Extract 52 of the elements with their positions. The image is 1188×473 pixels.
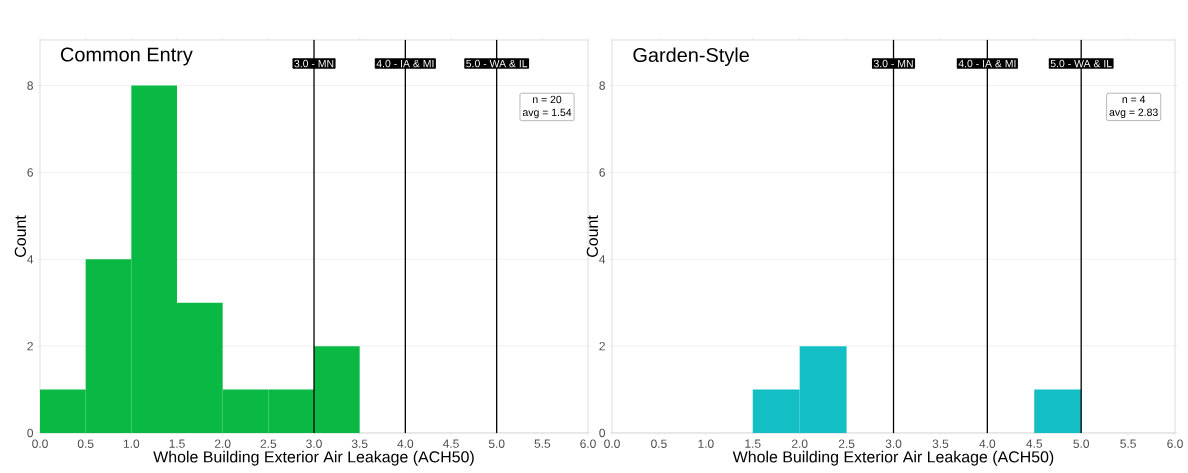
y-tick-label: 0: [27, 428, 34, 438]
x-tick-label: 5.0: [1073, 439, 1090, 448]
ref-line-label: 5.0 - WA & IL: [466, 59, 528, 68]
x-tick-label: 5.5: [534, 439, 551, 448]
x-tick-label: 3.0: [885, 439, 902, 448]
annotation: n = 4: [1122, 95, 1146, 103]
x-tick-label: 2.0: [791, 439, 808, 448]
y-tick-label: 2: [599, 341, 605, 351]
x-tick-label: 4.0: [397, 439, 414, 448]
ref-line-label: 4.0 - IA & MI: [958, 59, 1016, 68]
x-tick-label: 0.0: [604, 439, 620, 448]
x-tick-label: 1.0: [123, 439, 140, 448]
x-tick-label: 2.5: [260, 439, 277, 448]
x-tick-label: 1.0: [698, 439, 714, 448]
x-tick-label: 4.0: [979, 439, 996, 448]
y-tick-label: 4: [27, 255, 34, 264]
x-axis-title: Whole Building Exterior Air Leakage (ACH50): [153, 450, 474, 466]
x-axis-title: Whole Building Exterior Air Leakage (ACH50): [732, 450, 1054, 466]
x-tick-label: 3.0: [306, 439, 322, 448]
ref-line-label: 4.0 - IA & MI: [376, 59, 434, 68]
y-tick-label: 6: [27, 168, 33, 177]
y-axis-title: Count: [14, 215, 26, 257]
x-tick-label: 0.5: [651, 439, 667, 448]
x-tick-label: 6.0: [1167, 439, 1183, 448]
y-tick-label: 2: [27, 341, 33, 351]
y-tick-label: 8: [27, 81, 33, 90]
ref-line-label: 3.0 - MN: [873, 59, 913, 68]
x-tick-label: 6.0: [580, 439, 596, 448]
x-tick-label: 3.5: [932, 439, 949, 448]
annotation: n = 20: [533, 95, 562, 104]
ref-line-label: 5.0 - WA & IL: [1050, 59, 1112, 68]
y-tick-label: 0: [599, 428, 606, 438]
x-tick-label: 2.5: [838, 439, 855, 448]
x-tick-label: 4.5: [1026, 439, 1043, 448]
y-tick-label: 8: [599, 81, 605, 90]
x-tick-label: 1.5: [169, 439, 185, 448]
y-axis-title: Count: [586, 215, 598, 257]
x-tick-label: 0.0: [32, 439, 48, 448]
x-tick-label: 4.5: [442, 439, 459, 448]
x-tick-label: 3.5: [351, 439, 368, 448]
y-tick-label: 4: [599, 255, 606, 264]
chart-title: Garden-Style: [633, 47, 749, 67]
y-tick-label: 6: [599, 168, 605, 177]
x-tick-label: 0.5: [77, 439, 94, 448]
x-tick-label: 5.5: [1120, 439, 1136, 448]
annotation: avg = 1.54: [522, 108, 572, 119]
annotation: avg = 2.83: [1109, 108, 1158, 119]
x-tick-label: 2.0: [214, 439, 231, 448]
ref-line-label: 3.0 - MN: [294, 59, 334, 68]
chart-title: Common Entry: [60, 47, 193, 66]
x-tick-label: 5.0: [488, 439, 505, 448]
x-tick-label: 1.5: [745, 439, 761, 448]
